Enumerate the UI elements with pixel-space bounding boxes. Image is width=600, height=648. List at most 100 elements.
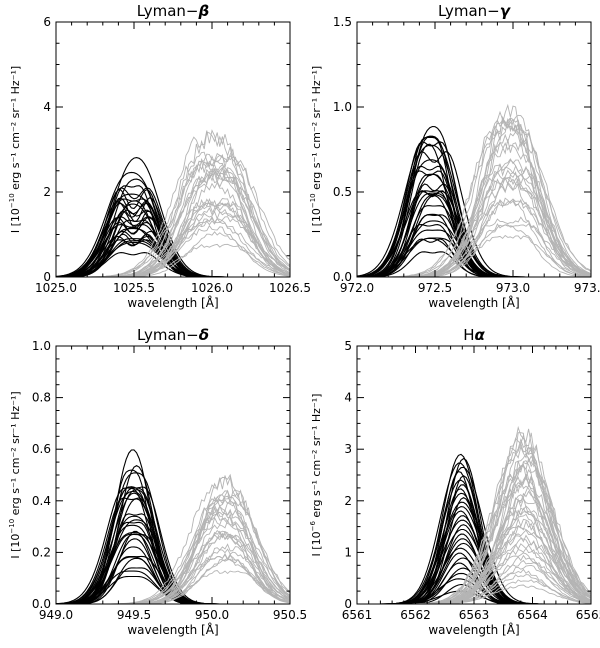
y-axis-label: I [10−10 erg s⁻¹ cm⁻² sr⁻¹ Hz⁻¹] xyxy=(8,66,22,233)
y-axis-label: I [10−6 erg s⁻¹ cm⁻² sr⁻¹ Hz⁻¹] xyxy=(309,394,323,557)
x-tick-label: 6565 xyxy=(576,608,600,622)
x-tick-label: 949.0 xyxy=(39,608,73,622)
profile-line xyxy=(357,223,591,277)
x-axis-label: wavelength [Å] xyxy=(428,622,519,637)
profile-line xyxy=(56,490,290,604)
x-axis-label: wavelength [Å] xyxy=(127,295,218,310)
x-tick-label: 950.5 xyxy=(273,608,307,622)
x-tick-label: 972.0 xyxy=(340,281,374,295)
profile-line xyxy=(56,530,290,604)
profile-line xyxy=(357,466,591,604)
profile-line xyxy=(56,185,290,277)
profile-line xyxy=(357,543,591,604)
profile-line xyxy=(357,144,591,277)
profile-line xyxy=(56,475,290,604)
y-tick-label: 0.8 xyxy=(32,391,51,405)
x-tick-label: 6564 xyxy=(517,608,548,622)
panel-title: Lyman−δ xyxy=(137,326,209,344)
profile-line xyxy=(357,432,591,604)
profile-line xyxy=(357,110,591,277)
x-tick-label: 973.0 xyxy=(496,281,530,295)
profile-line xyxy=(357,192,591,277)
x-tick-label: 6561 xyxy=(342,608,373,622)
profile-line xyxy=(357,434,591,604)
y-tick-label: 1 xyxy=(344,545,352,559)
y-axis-label: I [10−10 erg s⁻¹ cm⁻² sr⁻¹ Hz⁻¹] xyxy=(309,66,323,233)
panel-4: 6561 6562 6563 6564 6565 0 1 2 3 4 5 Hα wavelength [… xyxy=(309,326,600,637)
y-tick-label: 0 xyxy=(43,270,51,284)
y-tick-label: 3 xyxy=(344,442,352,456)
profile-line xyxy=(56,243,290,277)
profile-line xyxy=(56,197,290,277)
series-group xyxy=(357,103,591,277)
profile-line xyxy=(56,231,290,277)
y-tick-label: 6 xyxy=(43,15,51,29)
profile-line xyxy=(56,511,290,604)
panel-title: Lyman−β xyxy=(137,2,210,20)
profile-line xyxy=(357,234,591,277)
x-tick-label: 1026.5 xyxy=(269,281,311,295)
profile-line xyxy=(357,183,591,277)
profile-line xyxy=(357,182,591,277)
panel-3: 949.0 949.5 950.0 950.5 0.0 0.2 0.4 0.6 0.8 1.0 Ly… xyxy=(8,326,307,637)
profile-line xyxy=(357,224,591,277)
profile-line xyxy=(357,131,591,277)
profile-line xyxy=(357,123,591,277)
profile-line xyxy=(357,442,591,604)
y-tick-label: 1.0 xyxy=(333,100,352,114)
y-tick-label: 0.0 xyxy=(333,270,352,284)
profile-line xyxy=(56,174,290,277)
profile-line xyxy=(357,463,591,604)
x-tick-label: 1026.0 xyxy=(191,281,233,295)
x-axis-label: wavelength [Å] xyxy=(428,295,519,310)
profile-line xyxy=(357,457,591,604)
profile-line xyxy=(357,484,591,604)
y-tick-label: 0.4 xyxy=(32,494,51,508)
profile-line xyxy=(56,157,290,277)
x-tick-label: 6562 xyxy=(400,608,431,622)
profile-line xyxy=(56,533,290,604)
profile-line xyxy=(357,425,591,604)
y-tick-label: 0.0 xyxy=(32,597,51,611)
profile-line xyxy=(56,489,290,604)
y-tick-label: 1.0 xyxy=(32,339,51,353)
series-group xyxy=(56,449,290,604)
profile-line xyxy=(357,552,591,604)
x-tick-label: 949.5 xyxy=(117,608,151,622)
profile-line xyxy=(357,432,591,604)
panel-title: Hα xyxy=(463,326,485,344)
series-group xyxy=(56,129,290,277)
profile-line xyxy=(56,170,290,277)
profile-line xyxy=(56,486,290,604)
x-tick-label: 972.5 xyxy=(418,281,452,295)
x-axis-label: wavelength [Å] xyxy=(127,622,218,637)
panel-2: 972.0 972.5 973.0 973.5 0.0 0.5 1.0 1.5 Lyman−γ w… xyxy=(309,2,600,310)
y-tick-label: 4 xyxy=(344,391,352,405)
profile-line xyxy=(56,464,290,604)
profile-line xyxy=(56,512,290,604)
profile-line xyxy=(56,529,290,604)
y-tick-label: 2 xyxy=(43,185,51,199)
profile-line xyxy=(357,136,591,277)
y-tick-label: 0 xyxy=(344,597,352,611)
x-tick-label: 950.0 xyxy=(195,608,229,622)
y-tick-label: 0.6 xyxy=(32,442,51,456)
profile-line xyxy=(56,557,290,604)
profile-line xyxy=(357,135,591,277)
profile-line xyxy=(56,131,290,277)
panel-1: 1025.0 1025.5 1026.0 1026.5 0 2 4 6 Lyman−β wavel… xyxy=(8,2,311,310)
x-tick-label: 1025.0 xyxy=(35,281,77,295)
profile-line xyxy=(357,524,591,604)
profile-line xyxy=(56,532,290,604)
y-tick-label: 4 xyxy=(43,100,51,114)
profile-line xyxy=(357,477,591,604)
profile-line xyxy=(357,143,591,277)
profile-line xyxy=(357,519,591,604)
profile-line xyxy=(357,190,591,277)
x-tick-label: 6563 xyxy=(459,608,490,622)
profile-line xyxy=(357,452,591,604)
profile-line xyxy=(56,209,290,277)
profile-line xyxy=(56,472,290,604)
profile-line xyxy=(357,505,591,604)
